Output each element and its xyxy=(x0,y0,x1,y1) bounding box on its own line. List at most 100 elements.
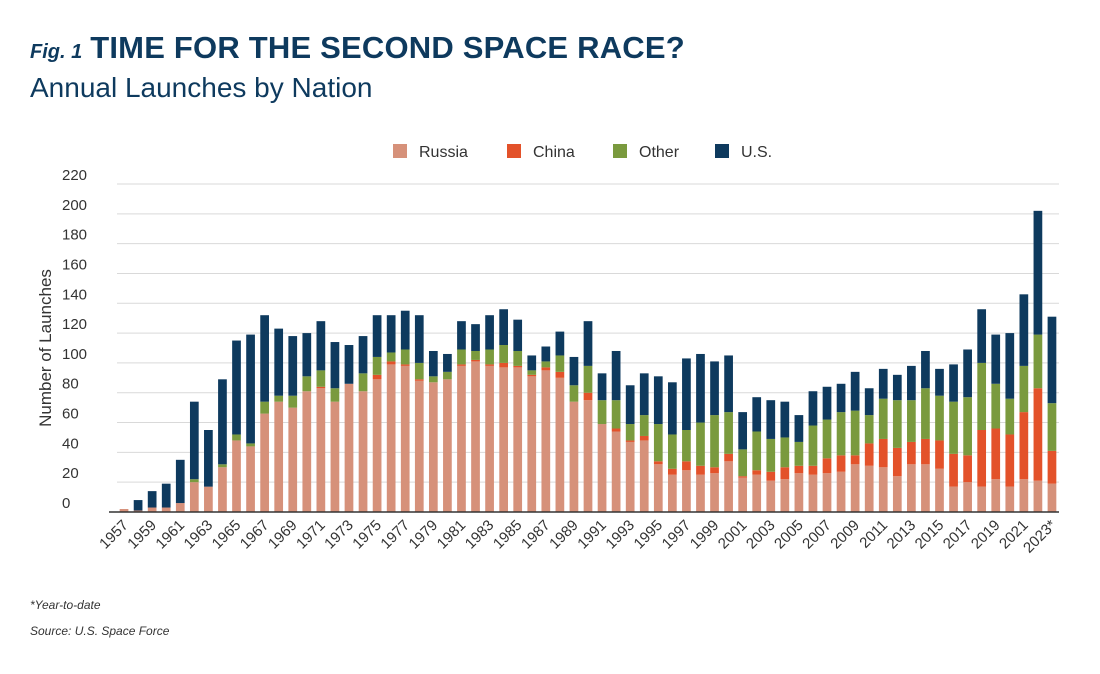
bar-china-2011 xyxy=(878,438,888,468)
bar-us-2009 xyxy=(850,371,860,411)
bar-russia-1978 xyxy=(414,380,424,512)
bar-us-2021 xyxy=(1019,294,1029,366)
bar-russia-2016 xyxy=(949,486,958,512)
bar-us-2013 xyxy=(907,365,916,401)
bar-us-1972 xyxy=(330,342,340,389)
bar-russia-2017 xyxy=(963,482,972,512)
bar-russia-1995 xyxy=(653,464,663,512)
bar-russia-1989 xyxy=(569,401,579,512)
bar-china-2020 xyxy=(1005,434,1015,487)
legend-swatch-china xyxy=(507,144,521,158)
bar-us-2017 xyxy=(963,349,972,398)
bar-china-1990 xyxy=(583,392,593,401)
legend-label: Other xyxy=(639,144,680,161)
y-tick-label: 0 xyxy=(62,495,70,512)
bar-other-1982 xyxy=(471,350,480,360)
bar-us-2010 xyxy=(864,388,874,416)
x-tick-label: 1991 xyxy=(574,517,610,553)
bar-china-2022 xyxy=(1033,388,1043,481)
chart-header: Fig. 1 TIME FOR THE SECOND SPACE RACE? A… xyxy=(30,30,685,104)
x-tick-label: 2011 xyxy=(856,517,891,552)
y-tick-label: 40 xyxy=(62,435,79,452)
bar-other-1968 xyxy=(274,395,284,402)
bar-other-1966 xyxy=(246,443,255,447)
bar-china-2002 xyxy=(752,470,762,475)
bar-other-1981 xyxy=(457,349,466,365)
x-tick-label: 2017 xyxy=(940,517,976,553)
bar-other-1972 xyxy=(330,388,340,402)
bar-russia-1984 xyxy=(499,367,509,512)
bar-russia-1965 xyxy=(232,440,241,512)
x-tick-label: 2001 xyxy=(715,517,751,553)
bar-russia-2020 xyxy=(1005,486,1015,512)
bar-other-2006 xyxy=(808,425,818,466)
legend-label: China xyxy=(533,144,575,161)
bar-us-1981 xyxy=(457,321,466,350)
bar-russia-1961 xyxy=(175,503,185,512)
x-tick-label: 2019 xyxy=(968,517,1004,553)
bar-russia-2006 xyxy=(808,474,818,512)
bar-other-1971 xyxy=(316,370,326,387)
bar-china-2000 xyxy=(724,453,733,462)
legend-swatch-russia xyxy=(393,144,407,158)
bar-china-1984 xyxy=(499,362,509,368)
bar-china-1983 xyxy=(485,364,494,366)
bar-china-2005 xyxy=(794,465,804,474)
bar-russia-2003 xyxy=(766,480,776,512)
bar-russia-2022 xyxy=(1033,480,1043,512)
bar-other-1976 xyxy=(386,352,396,362)
bar-us-1997 xyxy=(682,358,691,430)
bar-china-2023 xyxy=(1047,450,1057,484)
bar-russia-1974 xyxy=(358,391,368,512)
bar-russia-1999 xyxy=(710,473,719,512)
bar-us-1979 xyxy=(428,350,438,377)
bar-other-2000 xyxy=(724,412,733,454)
y-tick-label: 160 xyxy=(62,256,87,273)
bar-other-1989 xyxy=(569,385,579,402)
x-tick-label: 1981 xyxy=(434,517,470,553)
y-tick-label: 140 xyxy=(62,286,87,303)
bar-other-1999 xyxy=(710,415,719,468)
bar-other-2004 xyxy=(780,437,790,468)
y-tick-label: 120 xyxy=(62,316,87,333)
bar-other-1984 xyxy=(499,345,509,363)
bar-us-1973 xyxy=(344,345,354,384)
bar-us-2023 xyxy=(1047,316,1057,404)
y-tick-label: 220 xyxy=(62,167,87,184)
bar-other-2009 xyxy=(850,410,860,456)
bar-us-1989 xyxy=(569,356,579,386)
x-tick-label: 1965 xyxy=(209,517,245,553)
bar-other-1998 xyxy=(696,422,705,466)
bar-russia-2014 xyxy=(921,464,930,512)
bar-us-1995 xyxy=(653,376,663,425)
x-tick-label: 1987 xyxy=(518,517,554,553)
bar-russia-2023 xyxy=(1047,483,1057,512)
bar-us-1965 xyxy=(232,340,241,435)
x-tick-label: 1975 xyxy=(349,517,385,553)
bar-china-2009 xyxy=(850,455,860,465)
bar-other-1969 xyxy=(288,395,298,408)
bar-russia-2010 xyxy=(864,465,874,512)
bar-china-2015 xyxy=(935,440,944,469)
bar-us-1961 xyxy=(175,459,185,504)
bar-us-2012 xyxy=(892,374,902,401)
bar-china-2010 xyxy=(864,443,874,466)
bar-us-1999 xyxy=(710,361,719,416)
bar-other-2001 xyxy=(738,449,748,477)
bar-us-1996 xyxy=(667,382,677,435)
x-tick-label: 1985 xyxy=(490,517,526,553)
bar-russia-1968 xyxy=(274,401,284,512)
bar-china-1999 xyxy=(710,467,719,474)
bar-china-2018 xyxy=(977,430,987,487)
y-tick-label: 60 xyxy=(62,406,79,423)
bar-us-1960 xyxy=(161,483,171,508)
bar-us-1986 xyxy=(527,355,537,371)
bar-us-2011 xyxy=(878,368,888,399)
x-tick-label: 2003 xyxy=(743,517,779,553)
bar-us-1968 xyxy=(274,328,284,396)
bar-other-1974 xyxy=(358,373,368,392)
bar-china-1985 xyxy=(513,365,523,368)
bar-russia-1979 xyxy=(428,382,438,512)
bar-russia-2018 xyxy=(977,486,987,512)
x-tick-label: 1993 xyxy=(602,517,638,553)
